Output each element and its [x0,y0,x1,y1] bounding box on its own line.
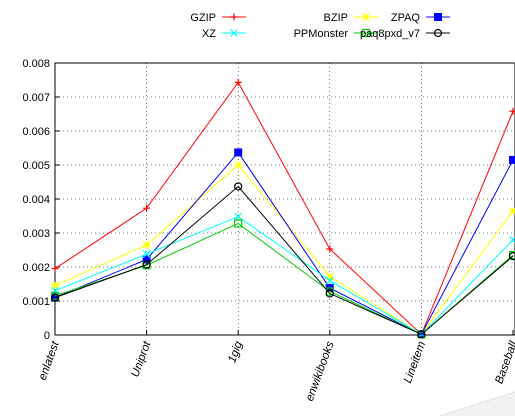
data-point [325,276,334,285]
y-tick-label: 0.002 [22,262,50,274]
x-tick-label: Lineitem [402,340,428,385]
data-point [234,219,243,228]
y-tick-label: 0.005 [22,160,50,172]
legend-label: PPMonster [294,28,349,40]
legend: GZIP BZIP ZPAQ XZ PPMonster paq8pxd_v7 [190,12,450,40]
series-xz [51,212,515,339]
legend-item: XZ [202,28,246,40]
y-tick-label: 0.007 [22,92,50,104]
plot-area-frame [54,62,515,336]
data-point [434,13,442,21]
data-point [142,240,151,249]
y-tick-label: 0.004 [22,194,50,206]
legend-label: GZIP [190,12,216,24]
corner-fold-decoration [439,391,515,416]
legend-item: GZIP [190,12,246,24]
data-point [509,206,515,215]
data-point [508,252,515,261]
x-tick-label: Baseball [493,340,515,386]
y-axis: 0 0.001 0.002 0.003 0.004 0.005 0.006 0.007 0.00… [22,58,60,342]
x-tick-label: Uniprot [129,339,153,379]
data-point [509,235,515,244]
x-tick-label: enlatest [37,339,62,382]
data-point [509,155,515,164]
legend-label: XZ [202,28,216,40]
data-point [142,255,151,264]
data-point [142,250,151,259]
data-point [234,148,243,157]
data-point [234,78,242,86]
data-point [433,28,443,38]
grid-lines [55,63,515,335]
data-point [361,28,371,38]
data-point [143,204,151,212]
series-paq8pxd-v7 [50,182,515,339]
y-tick-label: 0.006 [22,126,50,138]
series-gzip [51,78,515,338]
data-point [417,330,426,339]
series-line [54,81,514,336]
data-point [51,286,59,295]
legend-label: paq8pxd_v7 [360,28,420,40]
x-axis: enlatest Uniprot 1gig enwikibooks Lineitem Ba… [37,330,515,403]
data-point [50,293,60,302]
y-tick-label: 0.008 [22,58,50,70]
data-point [234,182,243,191]
series-ppmonster [50,219,515,339]
legend-item: paq8pxd_v7 [360,28,450,40]
series-line [54,151,514,335]
data-point [51,281,59,290]
series-line [54,164,514,335]
data-point [325,272,334,281]
y-tick-label: 0.001 [22,296,50,308]
data-point [234,161,243,169]
legend-item: ZPAQ [391,12,450,24]
data-point [230,13,238,21]
legend-label: BZIP [324,12,348,24]
data-point [325,289,334,298]
x-tick-label: enwikibooks [304,340,337,403]
series-lines [50,78,515,339]
y-tick-label: 0.003 [22,228,50,240]
data-point [142,260,151,269]
y-tick-label: 0 [44,330,50,342]
data-point [51,265,59,273]
x-tick-label: 1gig [226,339,245,364]
data-point [326,245,334,253]
series-line [54,216,514,335]
data-point [234,212,243,221]
series-bzip [51,161,515,339]
legend-label: ZPAQ [391,12,421,24]
legend-item: BZIP [324,12,378,24]
data-point [230,29,238,37]
data-point [362,13,370,21]
series-line [54,185,514,335]
legend-item: PPMonster [294,28,378,40]
data-point [509,107,515,115]
